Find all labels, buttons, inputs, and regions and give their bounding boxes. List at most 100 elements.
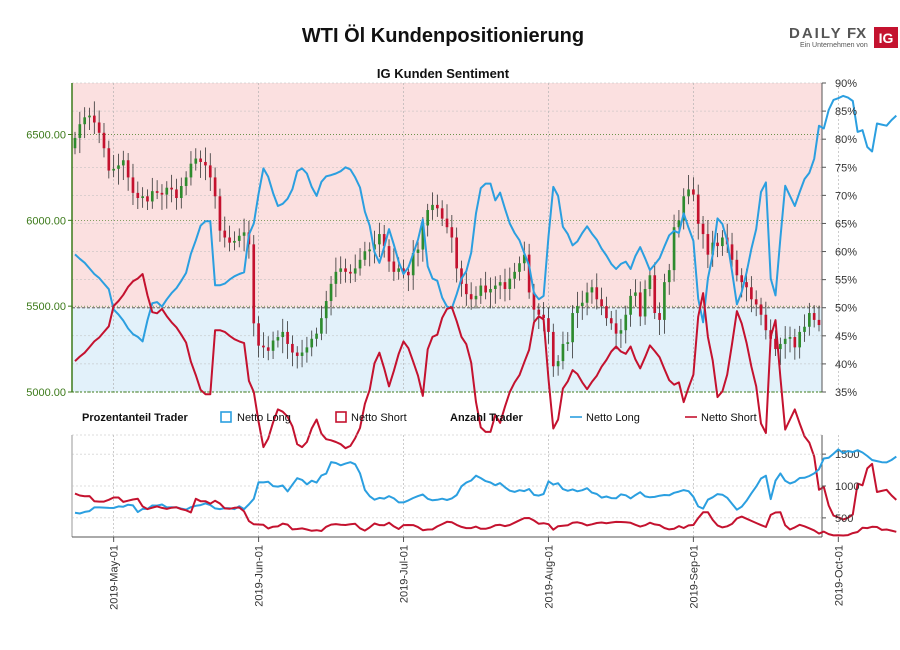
price-candle-body [179, 186, 183, 199]
price-candle-body [658, 313, 661, 320]
price-candle-body [779, 343, 782, 350]
price-candle-body [576, 306, 579, 314]
percent-tick-label: 45% [835, 331, 857, 343]
price-candle-body [518, 263, 521, 272]
price-candle-body [291, 343, 294, 353]
price-candle-body [580, 302, 584, 307]
price-tick-label: 6000.00 [26, 215, 66, 227]
price-candle-body [223, 230, 227, 238]
price-candle-body [102, 132, 106, 149]
price-candle-body [252, 244, 256, 324]
percent-tick-label: 40% [835, 359, 857, 371]
price-candle-body [585, 292, 589, 303]
price-candle-body [353, 268, 357, 274]
price-candle-body [349, 271, 352, 274]
price-candle-body [237, 235, 241, 241]
price-candle-body [213, 177, 217, 197]
price-candle-body [808, 313, 811, 327]
price-candle-body [117, 165, 120, 169]
percent-tick-label: 50% [835, 303, 857, 315]
price-candle-body [648, 275, 652, 289]
price-candle-body [537, 309, 541, 315]
price-candle-body [754, 299, 758, 305]
price-candle-body [745, 282, 748, 288]
legend-count-short-label: Netto Short [701, 412, 757, 424]
price-candle-body [469, 294, 473, 300]
legend-percent-short-swatch [335, 411, 347, 423]
price-candle-body [262, 345, 265, 348]
price-candle-body [556, 361, 560, 367]
price-candle-body [692, 189, 695, 195]
chart-title: WTI Öl Kundenpositionierung [302, 24, 584, 47]
legend-percent-long-swatch [220, 411, 232, 423]
count-tick-label: 500 [835, 513, 853, 525]
percent-tick-label: 70% [835, 190, 857, 202]
price-candle-body [320, 318, 323, 334]
date-tick-label: 2019-Jul-01 [399, 545, 411, 603]
price-candle-body [358, 259, 362, 269]
price-candle-body [788, 337, 792, 339]
price-candle-body [474, 295, 478, 300]
price-candle-body [208, 165, 212, 178]
price-candle-body [638, 292, 642, 317]
price-candle-body [339, 268, 343, 272]
price-candle-body [605, 306, 608, 319]
price-candle-body [324, 301, 328, 319]
price-candle-body [759, 304, 763, 315]
price-candle-body [295, 352, 299, 356]
price-candle-body [155, 191, 159, 193]
price-candle-body [411, 252, 415, 276]
price-candle-body [165, 187, 169, 195]
price-candle-body [609, 318, 613, 324]
percent-tick-label: 80% [835, 134, 857, 146]
price-candle-body [716, 242, 719, 247]
date-tick-label: 2019-Jun-01 [254, 545, 266, 607]
legend-percent-long-label: Netto Long [237, 412, 291, 424]
price-candle-body [146, 196, 149, 202]
price-candle-body [368, 249, 372, 252]
chart-subtitle: IG Kunden Sentiment [377, 66, 510, 81]
price-tick-label: 6500.00 [26, 130, 66, 142]
price-candle-body [189, 163, 193, 178]
price-candle-body [503, 282, 507, 289]
price-candle-body [677, 220, 681, 228]
price-candle-body [436, 204, 439, 209]
price-candle-body [160, 192, 164, 195]
price-candle-body [566, 342, 570, 344]
price-candle-body [334, 271, 338, 284]
price-candle-body [571, 313, 574, 343]
price-candle-body [614, 323, 618, 334]
logo-fx-text: FX [847, 25, 866, 42]
price-candle-body [663, 282, 666, 320]
logo-daily-text: DAILY [789, 25, 843, 42]
date-axis: 2019-May-01 2019-Jun-01 2019-Jul-01 2019-Au… [109, 537, 845, 610]
price-candle-body [92, 115, 96, 123]
price-candle-body [112, 168, 115, 171]
date-tick-label: 2019-Oct-01 [833, 545, 845, 606]
percent-net-long-line [74, 94, 897, 343]
price-candle-body [735, 259, 739, 276]
price-candle-body [522, 254, 526, 264]
percent-tick-label: 35% [835, 387, 857, 399]
price-candle-body [667, 270, 671, 283]
price-candle-body [126, 160, 130, 178]
price-candle-body [305, 347, 309, 353]
price-candle-body [484, 285, 487, 293]
price-candle-body [426, 210, 430, 226]
ig-logo-box [874, 27, 898, 48]
long-zone-background [72, 307, 822, 392]
percent-net-short-line [74, 273, 897, 521]
price-candle-body [440, 208, 444, 219]
price-candle-body [78, 124, 82, 138]
price-candle-body [184, 177, 188, 186]
price-candle-body [634, 292, 637, 296]
price-candle-body [643, 289, 647, 317]
price-candle-body [455, 237, 458, 269]
percent-tick-label: 65% [835, 218, 857, 230]
price-candle-body [624, 314, 628, 331]
price-candle-body [382, 234, 386, 247]
price-candle-body [228, 237, 231, 243]
price-candle-body [445, 218, 449, 228]
date-tick-label: 2019-Aug-01 [543, 545, 555, 609]
legend-percent-title: Prozentanteil Trader [82, 412, 188, 424]
